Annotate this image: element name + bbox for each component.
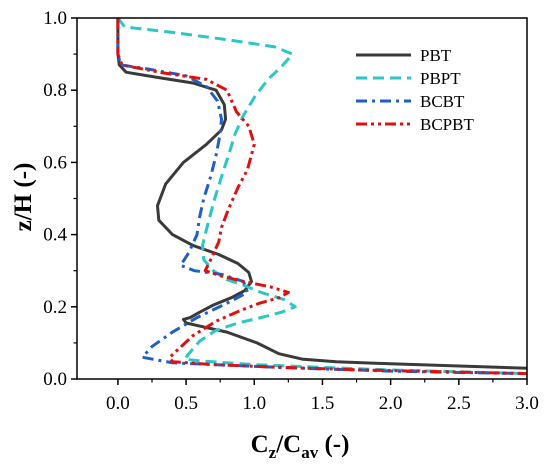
y-tick-label: 0.4 bbox=[43, 225, 67, 246]
x-axis-title-denominator-subscript: av bbox=[301, 443, 319, 462]
legend-label-bcbt: BCBT bbox=[420, 92, 465, 111]
x-axis-title: Cz/Cav (-) bbox=[251, 431, 350, 462]
x-axis-title-separator: /C bbox=[275, 431, 301, 458]
x-tick-label: 2.0 bbox=[379, 393, 403, 414]
y-tick-label: 0.6 bbox=[43, 152, 67, 173]
x-tick-label: 0.5 bbox=[174, 393, 198, 414]
x-tick-label: 3.0 bbox=[515, 393, 539, 414]
y-axis-title: z/H (-) bbox=[10, 163, 37, 232]
legend: PBT PBPT BCBT BCPBT bbox=[356, 46, 474, 134]
x-axis-title-unit: (-) bbox=[318, 431, 349, 458]
x-tick-label: 2.5 bbox=[447, 393, 471, 414]
y-tick-label: 0.2 bbox=[43, 297, 67, 318]
x-tick-label: 1.5 bbox=[311, 393, 335, 414]
y-tick-label: 0.0 bbox=[43, 369, 67, 390]
x-tick-label: 0.0 bbox=[106, 393, 130, 414]
axes-layer: 0.0 0.5 1.0 1.5 2.0 2.5 3.0 0.0 0.2 0.4 0.6 0.8 1.0 bbox=[43, 8, 539, 414]
x-axis-title-main-subscript: z bbox=[269, 443, 277, 462]
x-axis-title-main: C bbox=[251, 431, 269, 458]
y-tick-label: 1.0 bbox=[43, 8, 67, 29]
series-line-bcpbt bbox=[116, 18, 527, 376]
legend-label-pbt: PBT bbox=[420, 46, 452, 65]
series-line-pbt bbox=[116, 18, 527, 370]
x-tick-label: 1.0 bbox=[242, 393, 266, 414]
legend-label-bcpbt: BCPBT bbox=[420, 115, 474, 134]
legend-label-pbpt: PBPT bbox=[420, 69, 461, 88]
y-tick-label: 0.8 bbox=[43, 80, 67, 101]
plot-layer bbox=[116, 18, 527, 376]
